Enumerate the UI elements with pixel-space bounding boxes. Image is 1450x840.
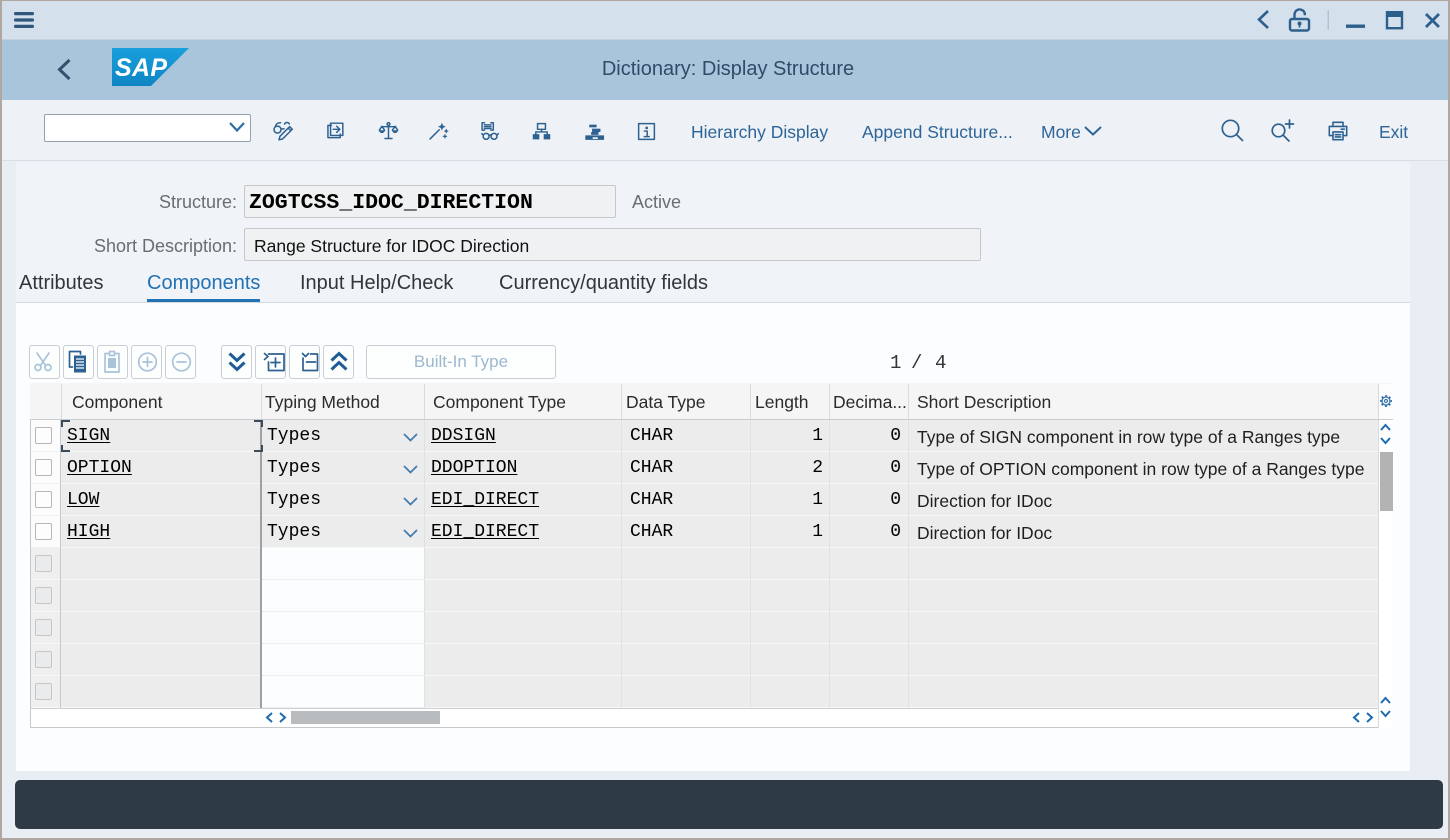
svg-text:SAP: SAP	[115, 54, 167, 82]
